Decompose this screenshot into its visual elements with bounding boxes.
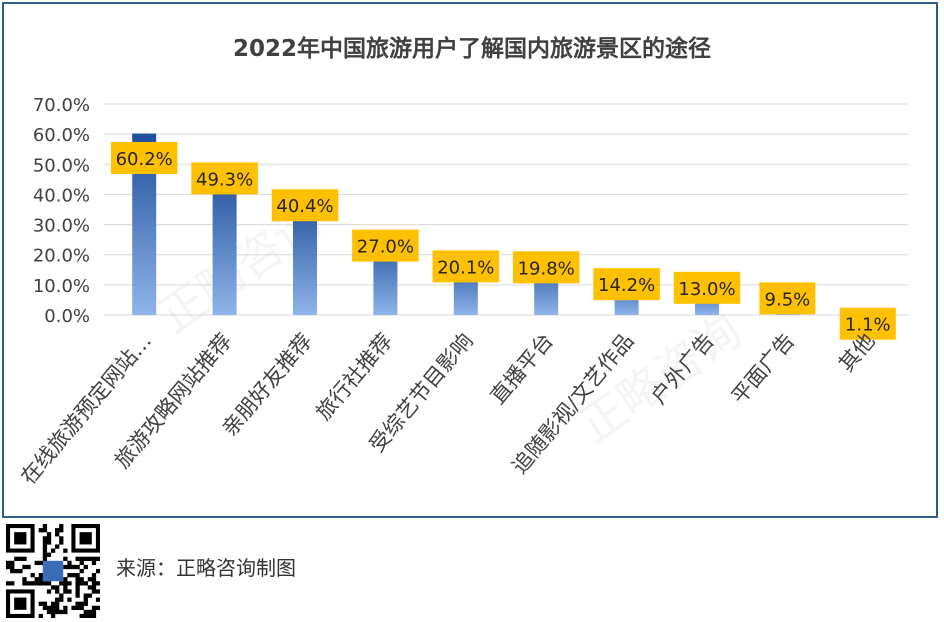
x-tick-label: 旅行社推荐 — [311, 329, 397, 425]
data-label-box — [593, 268, 660, 301]
y-tick-label: 30.0% — [33, 216, 90, 237]
data-label: 13.0% — [678, 279, 735, 300]
data-label-box — [512, 251, 580, 284]
data-label: 60.2% — [116, 149, 173, 170]
qr-code — [6, 524, 100, 618]
y-tick-label: 60.0% — [33, 125, 90, 146]
data-label: 9.5% — [765, 289, 811, 310]
y-tick-label: 40.0% — [33, 185, 90, 206]
data-label: 49.3% — [196, 169, 253, 190]
y-tick-label: 10.0% — [33, 276, 90, 297]
data-label: 27.0% — [357, 237, 414, 258]
data-label-box — [673, 271, 741, 304]
data-label: 20.1% — [437, 257, 494, 278]
data-label-box — [191, 162, 258, 195]
y-tick-label: 0.0% — [44, 306, 90, 327]
data-label-box — [110, 142, 178, 174]
data-label-box — [271, 189, 339, 222]
data-label: 14.2% — [598, 275, 655, 296]
data-label: 19.8% — [518, 258, 575, 279]
y-tick-label: 70.0% — [33, 95, 90, 116]
y-tick-label: 20.0% — [33, 246, 90, 267]
data-label-box — [839, 307, 896, 340]
source-note: 来源：正略咨询制图 — [116, 556, 296, 580]
y-tick-label: 50.0% — [33, 155, 90, 176]
x-tick-label: 直播平台 — [486, 329, 558, 409]
data-label: 40.4% — [276, 196, 333, 217]
data-label-box — [759, 282, 816, 315]
data-label-box — [352, 229, 419, 262]
chart-title: 2022年中国旅游用户了解国内旅游景区的途径 — [233, 35, 711, 62]
data-label-box — [432, 250, 500, 283]
chart-frame: 2022年中国旅游用户了解国内旅游景区的途径 正略咨询 正略咨询 0.0% 10.… — [2, 2, 938, 518]
bar-chart: 2022年中国旅游用户了解国内旅游景区的途径 正略咨询 正略咨询 0.0%10.… — [16, 35, 908, 489]
data-label: 1.1% — [845, 315, 891, 336]
